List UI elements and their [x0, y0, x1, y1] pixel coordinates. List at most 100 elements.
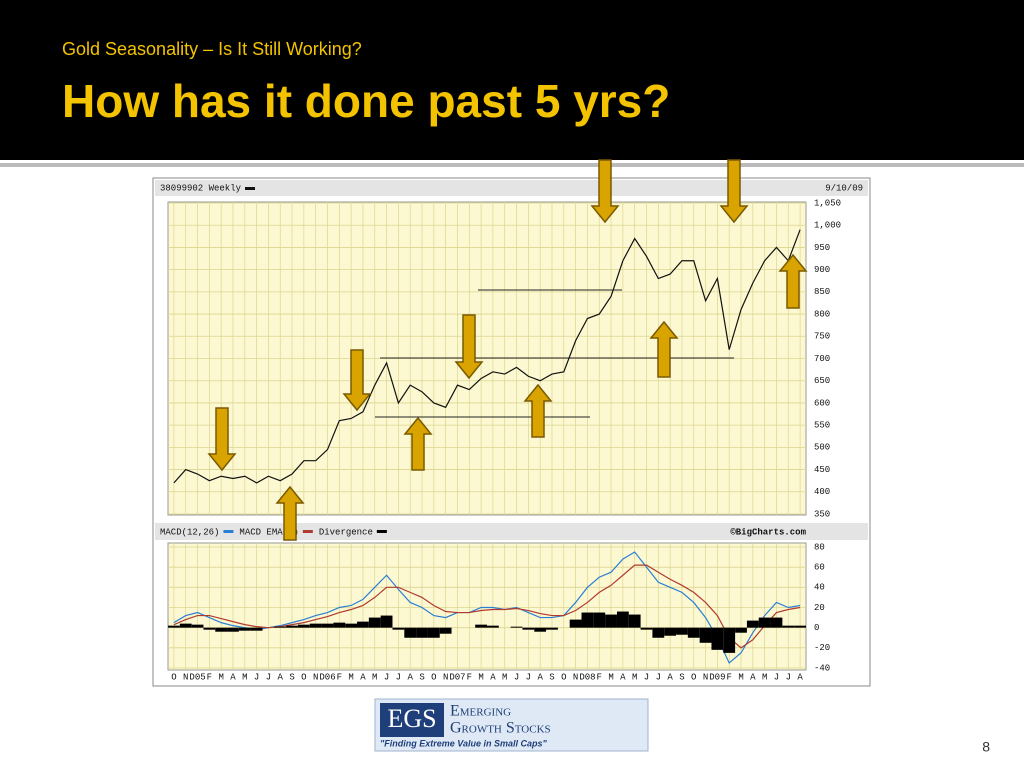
x-tick-label: O [301, 672, 306, 682]
x-tick-label: J [656, 672, 661, 682]
divergence-bar [439, 627, 452, 634]
divergence-bar [735, 627, 747, 633]
y-tick-label: 1,000 [814, 221, 841, 231]
logo-mark-box [380, 703, 444, 737]
legend-label: Divergence [319, 527, 373, 537]
divergence-bar [321, 623, 334, 628]
x-tick-label: M [738, 672, 743, 682]
x-tick-label: D07 [449, 672, 465, 682]
price-line [173, 551, 801, 664]
divergence-bar [227, 627, 239, 632]
x-tick-label: M [372, 672, 377, 682]
x-tick-label: A [797, 672, 803, 682]
divergence-bar [191, 624, 204, 628]
divergence-bar [676, 627, 688, 635]
x-tick-label: J [514, 672, 519, 682]
x-tick-label: A [360, 672, 366, 682]
y-tick-label: 650 [814, 376, 830, 386]
divergence-bar [487, 625, 499, 628]
x-tick-label: F [337, 672, 342, 682]
x-tick-label: M [348, 672, 353, 682]
divergence-bar [179, 623, 192, 628]
divergence-bar [593, 612, 606, 628]
x-tick-label: N [443, 672, 448, 682]
price-header [155, 180, 868, 196]
y-tick-label: 750 [814, 332, 830, 342]
x-tick-label: S [679, 672, 684, 682]
x-tick-label: S [289, 672, 294, 682]
x-tick-label: J [526, 672, 531, 682]
divergence-bar [215, 627, 228, 632]
x-tick-label: M [502, 672, 507, 682]
x-tick-label: F [727, 672, 732, 682]
y-tick-label: -40 [814, 663, 830, 673]
seasonal-arrow [649, 320, 679, 378]
divergence-bar [711, 627, 724, 650]
divergence-bar [687, 627, 700, 638]
x-tick-label: O [431, 672, 436, 682]
macd-plot [167, 542, 807, 671]
x-tick-label: F [597, 672, 602, 682]
x-tick-label: D05 [189, 672, 205, 682]
x-tick-label: O [561, 672, 566, 682]
seasonal-arrow [778, 253, 808, 309]
title: How has it done past 5 yrs? [62, 75, 670, 127]
page-number: 8 [982, 739, 990, 755]
divergence-bar [581, 612, 594, 628]
divergence-bar [274, 626, 287, 628]
y-tick-label: 450 [814, 465, 830, 475]
y-tick-label: 900 [814, 265, 830, 275]
divergence-bar [333, 622, 346, 628]
x-tick-label: S [419, 672, 424, 682]
divergence-bar [546, 627, 558, 630]
y-tick-label: 0 [814, 623, 819, 633]
divergence-bar [664, 627, 677, 636]
legend-swatch [302, 530, 313, 533]
divergence-bar [250, 627, 263, 631]
x-tick-label: F [467, 672, 472, 682]
logo-tagline: "Finding Extreme Value in Small Caps" [380, 738, 547, 748]
divergence-bar [380, 615, 393, 628]
y-tick-label: 600 [814, 398, 830, 408]
x-tick-label: D06 [319, 672, 335, 682]
x-tick-label: A [278, 672, 284, 682]
x-tick-label: D09 [709, 672, 725, 682]
legend-swatch [223, 530, 234, 533]
x-tick-label: J [254, 672, 259, 682]
price-line [173, 229, 801, 484]
x-tick-label: J [384, 672, 389, 682]
x-tick-label: A [408, 672, 414, 682]
y-tick-label: 700 [814, 354, 830, 364]
divergence-bar [238, 627, 251, 631]
divergence-bar [416, 627, 428, 638]
divergence-bar [770, 617, 783, 628]
divergence-bar [427, 627, 440, 638]
x-tick-label: J [774, 672, 779, 682]
divergence-bar [522, 627, 535, 630]
divergence-bar [404, 627, 417, 638]
seasonal-arrow [590, 159, 620, 224]
seasonal-arrow [719, 159, 749, 224]
divergence-bar [723, 627, 736, 653]
divergence-bar [168, 625, 180, 628]
seasonal-arrow [207, 407, 237, 472]
seasonal-arrow [342, 349, 372, 412]
x-tick-label: A [537, 672, 543, 682]
x-tick-label: S [549, 672, 554, 682]
divergence-bar [368, 617, 381, 628]
y-tick-label: 400 [814, 487, 830, 497]
header-band [0, 0, 1024, 160]
legend-label: MACD(12,26) [160, 527, 219, 537]
credit: ©BigCharts.com [730, 527, 806, 537]
x-tick-label: M [762, 672, 767, 682]
divergence-bar [534, 627, 547, 632]
divergence-bar [628, 614, 641, 628]
x-tick-label: M [478, 672, 483, 682]
seasonal-arrow [403, 416, 433, 471]
logo-mark: EGS [387, 704, 436, 733]
divergence-bar [392, 627, 405, 630]
seasonal-arrow [275, 485, 305, 541]
x-tick-label: D08 [579, 672, 595, 682]
divergence-bar [758, 617, 771, 628]
divergence-bar [699, 627, 712, 643]
